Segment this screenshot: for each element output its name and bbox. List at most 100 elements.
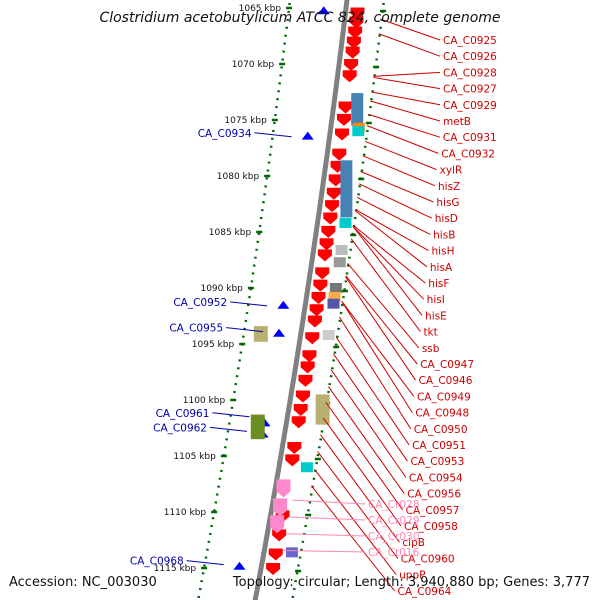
leader-line-rna (292, 499, 366, 505)
gene-label: hisA (430, 262, 453, 274)
scale-tick-label: 1080 kbp (217, 172, 260, 182)
accession-text: Accession: NC_003030 (9, 575, 157, 590)
gene-block-green (250, 414, 265, 440)
gene-block (300, 462, 313, 473)
gene-label: hisH (432, 246, 455, 258)
forward-gene-arrow (332, 148, 347, 161)
gene-label: CA_C0960 (401, 553, 455, 565)
gene-block (352, 126, 365, 137)
forward-gene-arrow (305, 332, 320, 345)
leader-line (230, 301, 268, 307)
forward-gene-arrow (345, 46, 360, 59)
reverse-gene-arrow (277, 300, 290, 309)
leader-line (311, 485, 395, 592)
reverse-gene-arrow (233, 561, 246, 570)
gene-label: CA_C0950 (414, 424, 468, 436)
leader-line (330, 369, 407, 478)
forward-gene-arrow (311, 291, 326, 304)
backbone-line (252, 0, 350, 600)
scale-tick-label: 1115 kbp (154, 564, 197, 574)
leader-line (338, 316, 412, 430)
forward-gene-arrow (266, 563, 281, 575)
gene-label: CA_C0946 (419, 375, 473, 387)
leader-line (364, 140, 437, 171)
leader-line (358, 183, 432, 219)
gene-block (327, 298, 340, 309)
leader-line (352, 226, 425, 300)
scale-tick-label: 1090 kbp (200, 284, 243, 294)
gene-label: tkt (423, 327, 437, 339)
gene-label: clpB (402, 537, 425, 549)
leader-line (341, 301, 413, 413)
reverse-gene-arrow (272, 328, 285, 337)
leader-line (378, 33, 441, 57)
gene-block (285, 547, 298, 558)
backbone (252, 0, 350, 600)
forward-gene-arrow (315, 267, 330, 280)
scale-tick-label: 1085 kbp (209, 228, 252, 238)
gene-label: CA_C0925 (443, 35, 497, 47)
forward-gene-arrow (298, 374, 313, 387)
gene-label: CA_C0929 (443, 100, 497, 112)
gene-block-olive (315, 394, 330, 425)
rna-gene-arrow (276, 479, 291, 498)
leader-line (368, 113, 441, 138)
leader-line (360, 171, 434, 203)
leader-line (317, 451, 399, 559)
scale-tick-label: 1110 kbp (164, 508, 207, 518)
forward-gene-arrow (291, 416, 306, 429)
forward-gene-arrow (287, 442, 302, 455)
scale-tick-label: 1105 kbp (173, 452, 216, 462)
leader-line-rna (286, 533, 366, 537)
label-leader-lines (186, 18, 441, 592)
gene-label: ssb (422, 343, 440, 355)
gene-label: CA_C0955 (169, 323, 223, 335)
gene-label: hisZ (438, 181, 460, 193)
gene-label: CA_C0956 (407, 489, 461, 501)
gene-label: CA_C0961 (156, 408, 210, 420)
leader-line (352, 226, 423, 316)
gene-label: uppP (399, 570, 425, 582)
gene-label: CA_C0926 (443, 51, 497, 63)
leader-line (356, 196, 431, 235)
gene-label: CA_C0949 (417, 391, 471, 403)
gene-label: CA_C0934 (198, 128, 252, 140)
rna-gene-arrow (273, 498, 288, 517)
leader-line (373, 76, 441, 90)
leader-line (371, 91, 441, 106)
forward-gene-arrow (268, 548, 283, 561)
gene-block (339, 218, 352, 229)
forward-gene-arrow (338, 101, 353, 114)
map-title: Clostridium acetobutylicum ATCC 824, com… (99, 10, 501, 26)
forward-gene-arrow (321, 225, 336, 238)
scale-tick-label: 1075 kbp (224, 116, 267, 126)
scale-tick-label: 1095 kbp (192, 340, 235, 350)
rna-gene-label: CA_Cr029 (368, 515, 419, 527)
gene-block (329, 283, 342, 293)
reverse-gene-arrow (301, 131, 314, 140)
leader-line (341, 301, 415, 397)
reverse-gene-arrow (317, 6, 330, 15)
forward-gene-arrow (285, 454, 300, 467)
forward-gene-arrow (317, 249, 332, 262)
gene-label: CA_C0954 (409, 472, 463, 484)
rna-gene-arrow (270, 515, 285, 534)
gene-label: CA_C0964 (398, 586, 452, 598)
forward-gene-arrow (342, 70, 357, 83)
gene-label: CA_C0968 (130, 556, 184, 568)
leader-line (352, 224, 426, 284)
gene-label: metB (443, 116, 471, 128)
gene-label: CA_C0932 (441, 148, 495, 160)
forward-gene-arrow (349, 16, 364, 29)
gene-block-olive (253, 326, 268, 342)
leader-line (333, 353, 408, 462)
leader-line (345, 276, 416, 381)
leader-line (380, 18, 441, 41)
forward-gene-arrow (335, 128, 350, 141)
gene-label: CA_C0951 (412, 440, 466, 452)
scale-tick-label: 1100 kbp (183, 396, 226, 406)
leader-line (347, 263, 420, 349)
leader-line (370, 100, 441, 122)
forward-gene-arrow (272, 529, 287, 542)
